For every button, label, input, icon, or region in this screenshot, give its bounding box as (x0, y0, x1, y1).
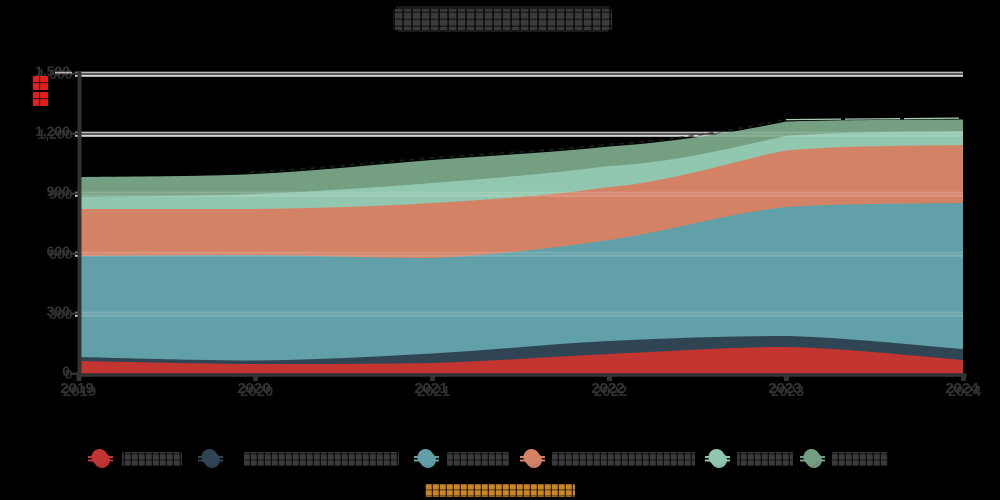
svg-text:600: 600 (47, 243, 71, 259)
svg-text:900: 900 (47, 183, 71, 199)
svg-text:2023: 2023 (771, 383, 804, 400)
svg-text:300: 300 (49, 306, 73, 322)
svg-text:2023: 2023 (768, 380, 801, 397)
svg-text:1,200: 1,200 (37, 126, 72, 142)
svg-text:1,500: 1,500 (35, 63, 70, 79)
svg-text:2019: 2019 (60, 380, 93, 397)
svg-text:600: 600 (49, 246, 73, 262)
svg-text:300: 300 (47, 303, 71, 319)
svg-text:0: 0 (62, 363, 70, 379)
svg-text:2021: 2021 (414, 380, 447, 397)
svg-text:1,200: 1,200 (35, 123, 70, 139)
svg-text:0: 0 (65, 366, 73, 382)
svg-text:2019: 2019 (63, 383, 96, 400)
svg-text:2024: 2024 (945, 380, 979, 397)
svg-text:2020: 2020 (237, 380, 270, 397)
svg-text:2021: 2021 (417, 383, 450, 400)
svg-text:2022: 2022 (591, 380, 624, 397)
svg-text:2024: 2024 (948, 383, 982, 400)
svg-text:2022: 2022 (594, 383, 627, 400)
svg-text:900: 900 (49, 186, 73, 202)
svg-text:2020: 2020 (240, 383, 273, 400)
